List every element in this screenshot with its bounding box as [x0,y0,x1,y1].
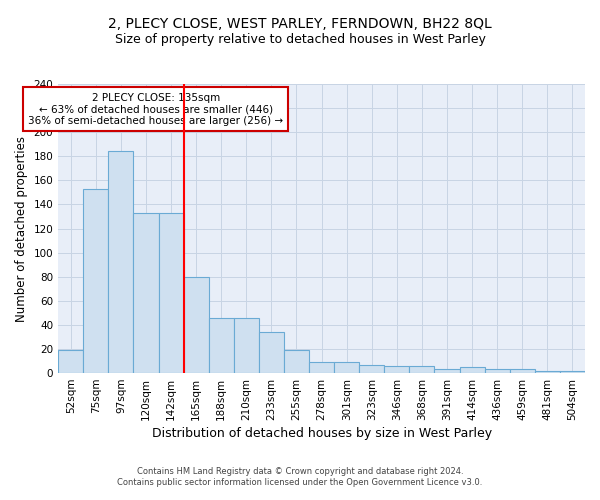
Bar [485,370,510,373]
Bar [359,364,385,373]
Y-axis label: Number of detached properties: Number of detached properties [15,136,28,322]
Bar [133,213,158,373]
Bar [409,366,434,373]
Bar [434,370,460,373]
Bar [560,370,585,373]
Bar [109,152,133,373]
Text: 2, PLECY CLOSE, WEST PARLEY, FERNDOWN, BH22 8QL: 2, PLECY CLOSE, WEST PARLEY, FERNDOWN, B… [108,18,492,32]
Bar [158,213,184,373]
Bar [184,276,209,373]
Bar [58,350,83,373]
Bar [234,318,259,373]
Text: Contains public sector information licensed under the Open Government Licence v3: Contains public sector information licen… [118,478,482,487]
Bar [385,366,409,373]
X-axis label: Distribution of detached houses by size in West Parley: Distribution of detached houses by size … [152,427,491,440]
Text: Size of property relative to detached houses in West Parley: Size of property relative to detached ho… [115,32,485,46]
Bar [259,332,284,373]
Bar [510,370,535,373]
Bar [535,370,560,373]
Bar [460,367,485,373]
Bar [284,350,309,373]
Bar [209,318,234,373]
Text: 2 PLECY CLOSE: 135sqm
← 63% of detached houses are smaller (446)
36% of semi-det: 2 PLECY CLOSE: 135sqm ← 63% of detached … [28,92,283,126]
Bar [309,362,334,373]
Bar [334,362,359,373]
Bar [83,189,109,373]
Text: Contains HM Land Registry data © Crown copyright and database right 2024.: Contains HM Land Registry data © Crown c… [137,467,463,476]
